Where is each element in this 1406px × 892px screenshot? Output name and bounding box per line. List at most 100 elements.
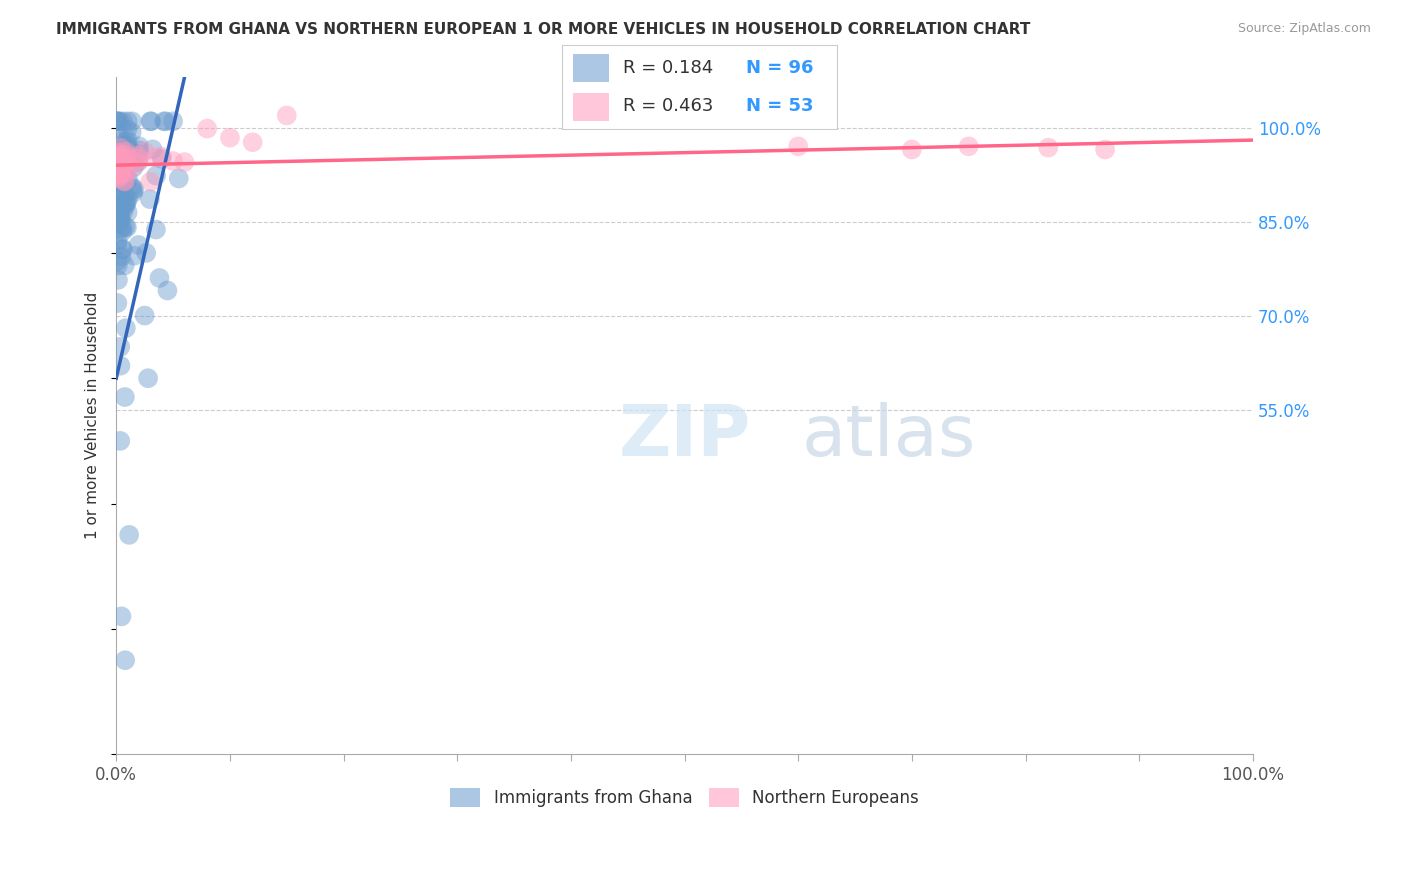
- Point: [112, 153, 135, 168]
- Point: [107, 173, 129, 187]
- Point: [107, 186, 129, 200]
- Point: [114, 195, 136, 210]
- Point: [108, 167, 131, 181]
- Point: [110, 191, 132, 205]
- Point: [145, 222, 167, 236]
- Point: [673, 108, 696, 122]
- Point: [115, 147, 138, 161]
- Point: [111, 200, 134, 214]
- Point: [114, 137, 136, 152]
- Point: [108, 147, 131, 161]
- Point: [112, 138, 135, 153]
- Point: [1038, 140, 1060, 154]
- Point: [117, 192, 139, 206]
- Point: [107, 114, 129, 128]
- Point: [135, 246, 157, 260]
- Point: [110, 202, 132, 216]
- Point: [111, 151, 134, 165]
- Point: [114, 321, 136, 335]
- Point: [150, 149, 173, 163]
- Point: [124, 249, 146, 263]
- Point: [112, 166, 135, 180]
- Point: [111, 114, 134, 128]
- Point: [107, 114, 129, 128]
- Text: R = 0.184: R = 0.184: [623, 60, 713, 78]
- Point: [110, 609, 132, 624]
- Point: [127, 154, 149, 169]
- Point: [117, 122, 139, 136]
- Legend: Immigrants from Ghana, Northern Europeans: Immigrants from Ghana, Northern European…: [443, 781, 925, 814]
- Point: [111, 153, 134, 168]
- Point: [117, 133, 139, 147]
- Point: [148, 271, 170, 285]
- Point: [107, 114, 129, 128]
- Point: [108, 213, 131, 227]
- Text: R = 0.463: R = 0.463: [623, 97, 713, 115]
- Point: [155, 114, 177, 128]
- Point: [114, 259, 136, 273]
- Text: Source: ZipAtlas.com: Source: ZipAtlas.com: [1237, 22, 1371, 36]
- Point: [115, 134, 138, 148]
- Point: [122, 161, 145, 175]
- Point: [139, 192, 162, 206]
- Point: [167, 171, 190, 186]
- Point: [110, 359, 132, 373]
- Point: [787, 139, 810, 153]
- Point: [125, 155, 148, 169]
- Point: [121, 161, 143, 175]
- Point: [142, 142, 165, 156]
- Text: ZIP: ZIP: [619, 401, 751, 471]
- Point: [114, 199, 136, 213]
- Point: [276, 108, 298, 122]
- Point: [110, 206, 132, 220]
- Point: [107, 171, 129, 186]
- Point: [107, 239, 129, 253]
- Point: [111, 134, 134, 148]
- Text: atlas: atlas: [801, 401, 976, 471]
- Point: [242, 135, 264, 149]
- Point: [108, 167, 131, 181]
- Text: N = 96: N = 96: [747, 60, 814, 78]
- Point: [114, 219, 136, 234]
- Y-axis label: 1 or more Vehicles in Household: 1 or more Vehicles in Household: [86, 293, 100, 540]
- Point: [111, 220, 134, 235]
- Point: [128, 152, 150, 166]
- Point: [112, 154, 135, 169]
- Point: [134, 309, 156, 323]
- Point: [120, 145, 142, 159]
- Point: [117, 171, 139, 186]
- Point: [108, 114, 131, 128]
- Point: [107, 259, 129, 273]
- Point: [139, 175, 162, 189]
- Point: [128, 139, 150, 153]
- Point: [118, 528, 141, 542]
- Point: [111, 161, 134, 176]
- Point: [108, 168, 131, 182]
- Point: [108, 175, 131, 189]
- Point: [219, 130, 242, 145]
- Point: [141, 114, 163, 128]
- Point: [110, 184, 132, 198]
- Point: [110, 340, 132, 354]
- Point: [118, 143, 141, 157]
- Point: [122, 186, 145, 200]
- Point: [115, 145, 138, 159]
- Point: [115, 195, 138, 210]
- Point: [110, 212, 132, 227]
- Point: [108, 160, 131, 174]
- Point: [108, 208, 131, 222]
- Point: [117, 205, 139, 219]
- Point: [134, 145, 156, 159]
- Point: [114, 176, 136, 190]
- Point: [121, 180, 143, 194]
- Point: [127, 147, 149, 161]
- Point: [117, 114, 139, 128]
- Point: [107, 193, 129, 207]
- Point: [112, 173, 135, 187]
- Bar: [574, 93, 609, 120]
- Point: [107, 166, 129, 180]
- Point: [107, 153, 129, 168]
- Point: [195, 121, 218, 136]
- Point: [162, 154, 184, 169]
- Point: [121, 125, 143, 139]
